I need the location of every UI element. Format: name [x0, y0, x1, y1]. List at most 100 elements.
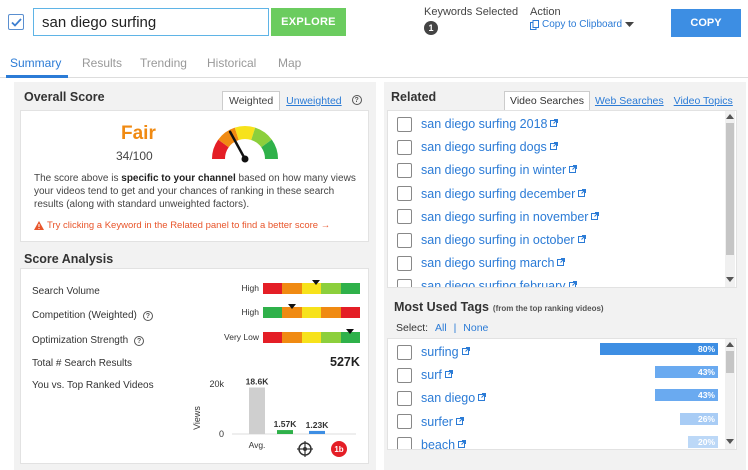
tag-checkbox[interactable] [397, 367, 412, 383]
related-keyword-link[interactable]: san diego surfing march [421, 256, 555, 271]
tab-results[interactable]: Results [82, 56, 123, 70]
tag-link[interactable]: san diego [421, 391, 476, 406]
help-icon[interactable]: ? [142, 310, 153, 321]
tags-scroll-thumb[interactable] [726, 351, 734, 373]
keywords-selected-count: 1 [424, 21, 438, 35]
search-input[interactable] [33, 8, 269, 36]
keyword-checkbox[interactable] [397, 116, 412, 132]
score-tip-text: Try clicking a Keyword in the Related pa… [47, 220, 331, 231]
related-keyword-link[interactable]: san diego surfing in winter [421, 163, 567, 178]
tab-web-searches[interactable]: Web Searches [594, 95, 664, 107]
external-link-icon[interactable] [569, 164, 578, 176]
related-keyword-row: san diego surfing 2018 [388, 114, 559, 134]
select-keyword-checkbox[interactable] [8, 14, 24, 30]
tag-checkbox[interactable] [397, 344, 412, 360]
tag-link[interactable]: beach [421, 437, 456, 450]
external-link-icon[interactable] [461, 346, 470, 358]
help-icon[interactable]: ? [351, 95, 362, 105]
related-keyword-link[interactable]: san diego surfing february [421, 279, 566, 288]
explore-button[interactable]: EXPLORE [271, 8, 346, 36]
external-link-icon[interactable] [549, 141, 558, 153]
score-tip[interactable]: Try clicking a Keyword in the Related pa… [34, 220, 330, 231]
tab-weighted[interactable]: Weighted [222, 91, 281, 110]
checkmark-icon [10, 17, 22, 27]
related-keyword-row: san diego surfing december [388, 184, 587, 204]
tag-percent-bar: 43% [654, 366, 718, 379]
tab-summary[interactable]: Summary [10, 56, 62, 70]
search-volume-marker [312, 280, 321, 285]
tag-percent-bar: 20% [688, 435, 718, 448]
competition-marker [288, 304, 297, 309]
tag-checkbox[interactable] [397, 390, 412, 406]
select-label: Select: [396, 322, 429, 334]
related-scroll-thumb[interactable] [726, 123, 734, 255]
tab-map[interactable]: Map [278, 56, 302, 70]
keyword-checkbox[interactable] [397, 162, 412, 178]
related-keyword-list: san diego surfing 2018 san diego surfing … [387, 110, 737, 288]
related-keyword-row: san diego surfing february [388, 276, 577, 288]
keyword-checkbox[interactable] [397, 186, 412, 202]
external-link-icon[interactable] [458, 439, 467, 449]
tags-subtitle: (from the top ranking videos) [492, 304, 604, 313]
comparison-label: You vs. Top Ranked Videos [32, 380, 154, 391]
external-link-icon[interactable] [577, 234, 586, 246]
bar-0 [249, 387, 265, 434]
bar-1 [277, 430, 293, 434]
clipboard-icon [530, 19, 539, 30]
external-link-icon[interactable] [455, 416, 464, 428]
related-keyword-link[interactable]: san diego surfing in october [421, 233, 575, 247]
related-keyword-link[interactable]: san diego surfing dogs [421, 140, 547, 155]
tab-video-topics[interactable]: Video Topics [673, 95, 733, 107]
external-link-icon[interactable] [478, 392, 487, 404]
tag-link[interactable]: surfing [421, 345, 459, 359]
y-tick-0: 0 [219, 429, 224, 439]
y-tick-20k: 20k [209, 379, 224, 389]
scroll-down-icon[interactable] [726, 439, 734, 444]
scroll-up-icon[interactable] [726, 342, 734, 347]
svg-text:1b: 1b [334, 445, 343, 454]
help-icon[interactable]: ? [134, 335, 145, 346]
related-keyword-link[interactable]: san diego surfing december [421, 186, 576, 201]
action-value: Copy to Clipboard [542, 19, 623, 30]
external-link-icon[interactable] [550, 118, 559, 130]
keyword-checkbox[interactable] [397, 209, 412, 225]
keywords-selected-label: Keywords Selected [424, 6, 519, 18]
select-none-link[interactable]: None [463, 322, 489, 334]
related-keyword-link[interactable]: san diego surfing in november [421, 209, 589, 224]
keyword-checkbox[interactable] [397, 278, 412, 287]
tag-row: beach 20% [388, 435, 718, 450]
metric-competition: Competition (Weighted)? [32, 310, 153, 321]
tags-list: surfing 80% surf 43% san diego 43% surfer 26% be… [387, 338, 737, 450]
keyword-checkbox[interactable] [397, 139, 412, 155]
copy-button[interactable]: COPY [671, 9, 741, 37]
tab-unweighted[interactable]: Unweighted [286, 95, 342, 107]
metric-search-volume: Search Volume [32, 286, 100, 297]
external-link-icon[interactable] [568, 280, 577, 287]
separator: | [453, 322, 457, 334]
scroll-down-icon[interactable] [726, 277, 734, 282]
action-select[interactable]: Copy to Clipboard [530, 19, 635, 30]
tag-link[interactable]: surf [421, 368, 442, 383]
scroll-up-icon[interactable] [726, 114, 734, 119]
tab-trending[interactable]: Trending [140, 56, 187, 70]
related-keyword-link[interactable]: san diego surfing 2018 [421, 117, 548, 131]
keyword-checkbox[interactable] [397, 232, 412, 248]
tag-link[interactable]: surfer [421, 414, 453, 429]
active-tab-indicator [6, 75, 68, 78]
tab-historical[interactable]: Historical [207, 56, 257, 70]
caret-down-icon [625, 21, 635, 27]
select-all-link[interactable]: All [435, 322, 447, 334]
tab-video-searches[interactable]: Video Searches [504, 91, 590, 110]
external-link-icon[interactable] [578, 188, 587, 200]
related-scrollbar[interactable] [725, 111, 735, 287]
tag-checkbox[interactable] [397, 437, 412, 449]
external-link-icon[interactable] [557, 257, 566, 269]
tag-checkbox[interactable] [397, 414, 412, 430]
external-link-icon[interactable] [444, 369, 453, 381]
total-search-results-value: 527K [330, 355, 360, 369]
tags-scrollbar[interactable] [725, 339, 735, 449]
external-link-icon[interactable] [591, 211, 600, 223]
bar-value-label: 18.6K [246, 377, 270, 387]
keyword-checkbox[interactable] [397, 255, 412, 271]
competition-meter [263, 307, 361, 318]
